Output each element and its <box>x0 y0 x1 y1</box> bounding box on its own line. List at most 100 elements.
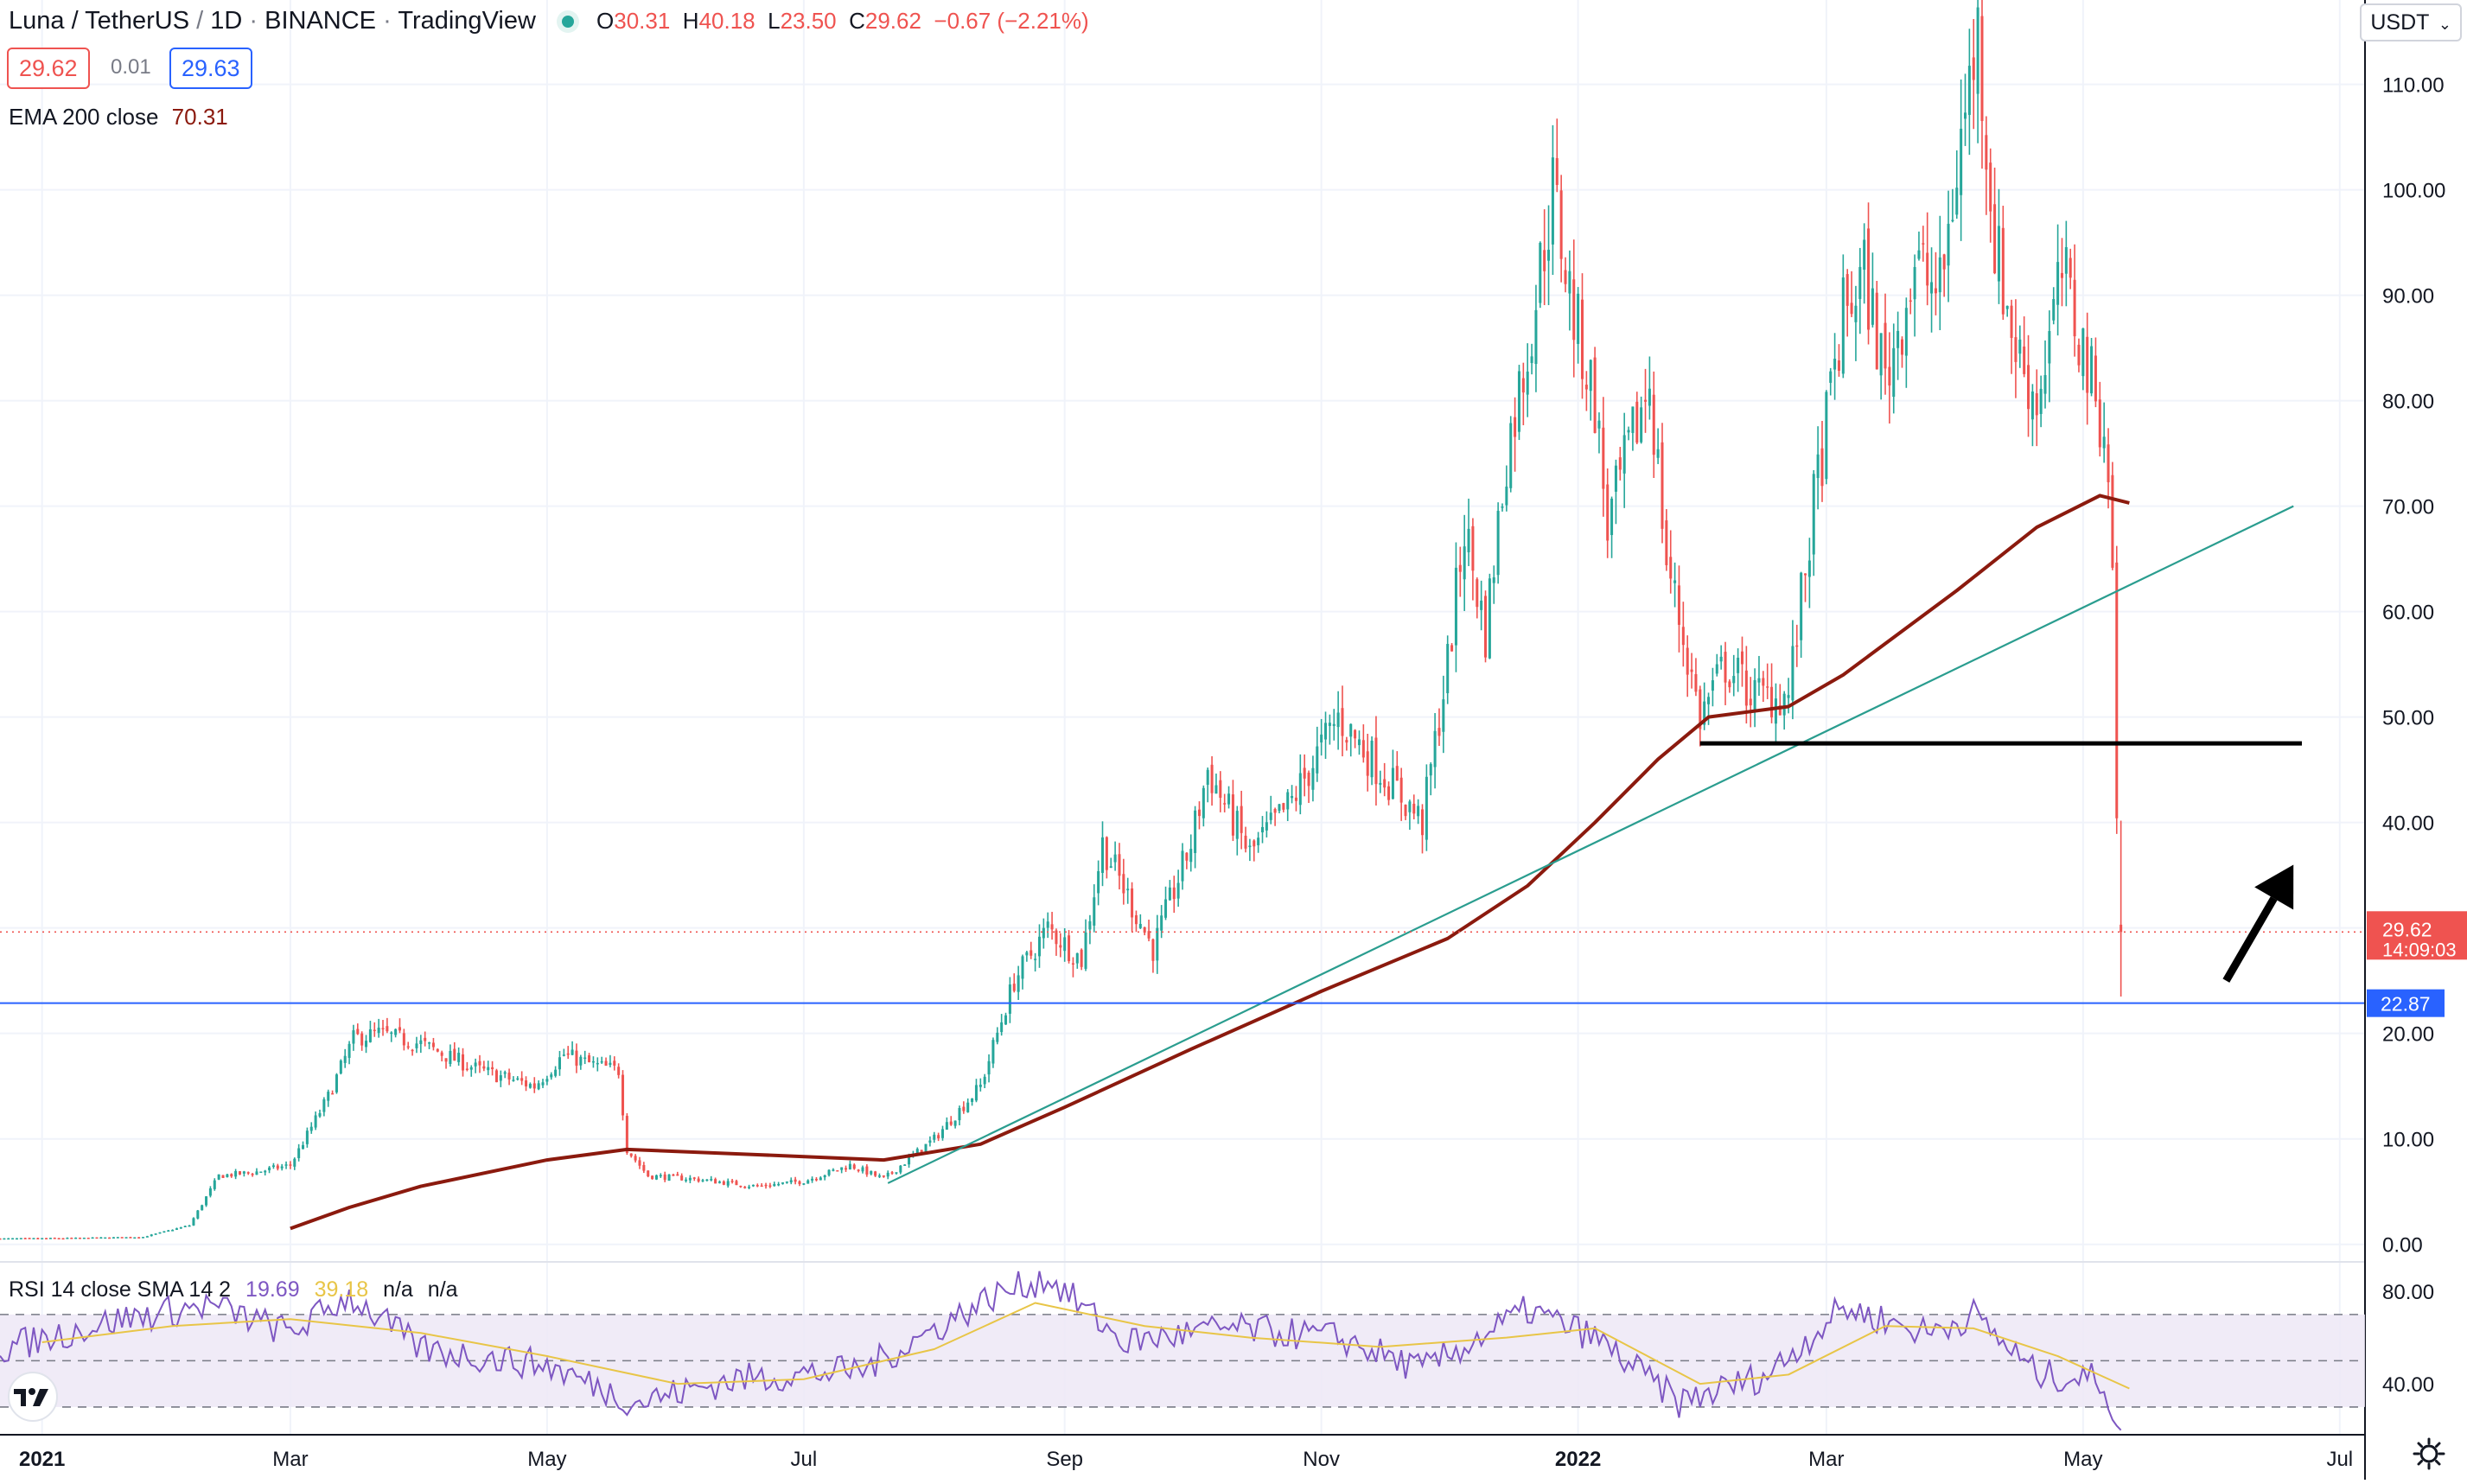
candle-body <box>2107 444 2110 482</box>
candle-body <box>1463 546 1466 580</box>
candle-body <box>958 1107 961 1121</box>
candle-body <box>1181 850 1184 882</box>
tradingview-logo[interactable] <box>0 1368 66 1425</box>
candle-body <box>1820 448 1824 487</box>
market-status-icon[interactable] <box>561 16 574 29</box>
candle-body <box>768 1185 772 1187</box>
candle-body <box>1379 782 1382 785</box>
open-value: 30.31 <box>614 8 671 34</box>
candle-body <box>150 1234 153 1237</box>
candle-body <box>659 1175 662 1177</box>
close-value: 29.62 <box>864 8 921 34</box>
symbol-name[interactable]: Luna / TetherUS <box>9 7 190 35</box>
candle-body <box>284 1164 288 1166</box>
candle-body <box>596 1062 599 1065</box>
candle-body <box>1879 333 1883 376</box>
rsi-tick-label: 40.00 <box>2382 1373 2434 1397</box>
candle-body <box>1194 810 1197 853</box>
candle-body <box>1740 651 1743 665</box>
candle-body <box>1652 394 1655 455</box>
candle-body <box>61 1238 65 1240</box>
candle-body <box>32 1238 35 1239</box>
candle-body <box>1909 300 1912 303</box>
candle-body <box>23 1238 27 1239</box>
candle-body <box>537 1083 540 1090</box>
last-price-tag-value: 29.62 <box>2382 918 2432 940</box>
candle-body <box>1354 729 1357 739</box>
candle-body <box>1273 808 1277 813</box>
interval-label[interactable]: 1D <box>210 7 243 35</box>
candle-body <box>802 1183 806 1185</box>
sell-button[interactable]: 29.62 <box>7 48 90 89</box>
candle-body <box>966 1102 970 1112</box>
candle-body <box>1454 567 1457 646</box>
candle-body <box>1913 266 1916 300</box>
candle-body <box>748 1187 751 1188</box>
candle-body <box>1677 585 1680 625</box>
candle-body <box>1791 646 1794 701</box>
candle-body <box>1551 157 1554 245</box>
candle-body <box>1311 767 1315 790</box>
candle-body <box>996 1032 999 1042</box>
candle-body <box>2090 346 2094 394</box>
candle-body <box>1673 580 1677 583</box>
candle-body <box>335 1074 338 1092</box>
candle-body <box>57 1238 61 1239</box>
candle-body <box>2018 339 2022 354</box>
candle-body <box>2030 391 2034 420</box>
candle-body <box>1568 271 1571 294</box>
time-tick-label: May <box>527 1448 566 1471</box>
candle-body <box>516 1078 520 1080</box>
candle-body <box>697 1178 700 1181</box>
candle-body <box>276 1165 279 1169</box>
candle-body <box>1345 740 1348 743</box>
candle-body <box>692 1177 696 1179</box>
support-price-tag: 22.87 <box>2367 989 2445 1017</box>
rsi-legend[interactable]: RSI 14 close SMA 14 2 19.69 39.18 n/a n/… <box>9 1277 458 1302</box>
candle-body <box>411 1049 414 1052</box>
candle-body <box>2014 337 2018 362</box>
price-tick-label: 90.00 <box>2382 285 2434 309</box>
candle-body <box>15 1238 18 1240</box>
candle-body <box>1526 371 1529 395</box>
candle-body <box>1694 674 1698 692</box>
candle-body <box>28 1238 31 1239</box>
price-tick-label: 20.00 <box>2382 1023 2434 1047</box>
ema-value: 70.31 <box>171 104 228 130</box>
candle-body <box>566 1053 570 1055</box>
buy-button[interactable]: 29.63 <box>169 48 252 89</box>
ema-legend[interactable]: EMA 200 close 70.31 <box>9 104 228 131</box>
candle-body <box>398 1027 402 1031</box>
candle-body <box>482 1066 486 1069</box>
candle-body <box>1197 809 1201 817</box>
candle-body <box>558 1057 561 1070</box>
candle-body <box>381 1028 385 1029</box>
candle-body <box>142 1237 145 1239</box>
candle-body <box>840 1167 844 1170</box>
candle-body <box>895 1172 898 1174</box>
candle-body <box>1185 852 1189 861</box>
candle-body <box>1610 498 1614 536</box>
candle-body <box>634 1156 637 1161</box>
candle-body <box>1420 809 1425 836</box>
candle-body <box>1543 250 1546 271</box>
candle-body <box>175 1228 178 1230</box>
price-tick-label: 100.00 <box>2382 180 2445 203</box>
candle-body <box>575 1050 578 1066</box>
candle-body <box>554 1069 558 1076</box>
candle-body <box>1004 1015 1008 1025</box>
candle-body <box>2056 262 2060 305</box>
candle-body <box>1030 950 1033 956</box>
candle-body <box>2023 346 2026 374</box>
candle-body <box>1724 652 1727 683</box>
candle-body <box>2094 355 2097 402</box>
candle-body <box>19 1238 22 1239</box>
candle-body <box>685 1179 688 1181</box>
candle-body <box>201 1205 204 1211</box>
currency-selector[interactable]: USDT ⌄ <box>2360 3 2462 41</box>
gear-icon[interactable] <box>2412 1436 2446 1471</box>
candle-body <box>2069 258 2072 278</box>
candle-body <box>520 1078 524 1081</box>
